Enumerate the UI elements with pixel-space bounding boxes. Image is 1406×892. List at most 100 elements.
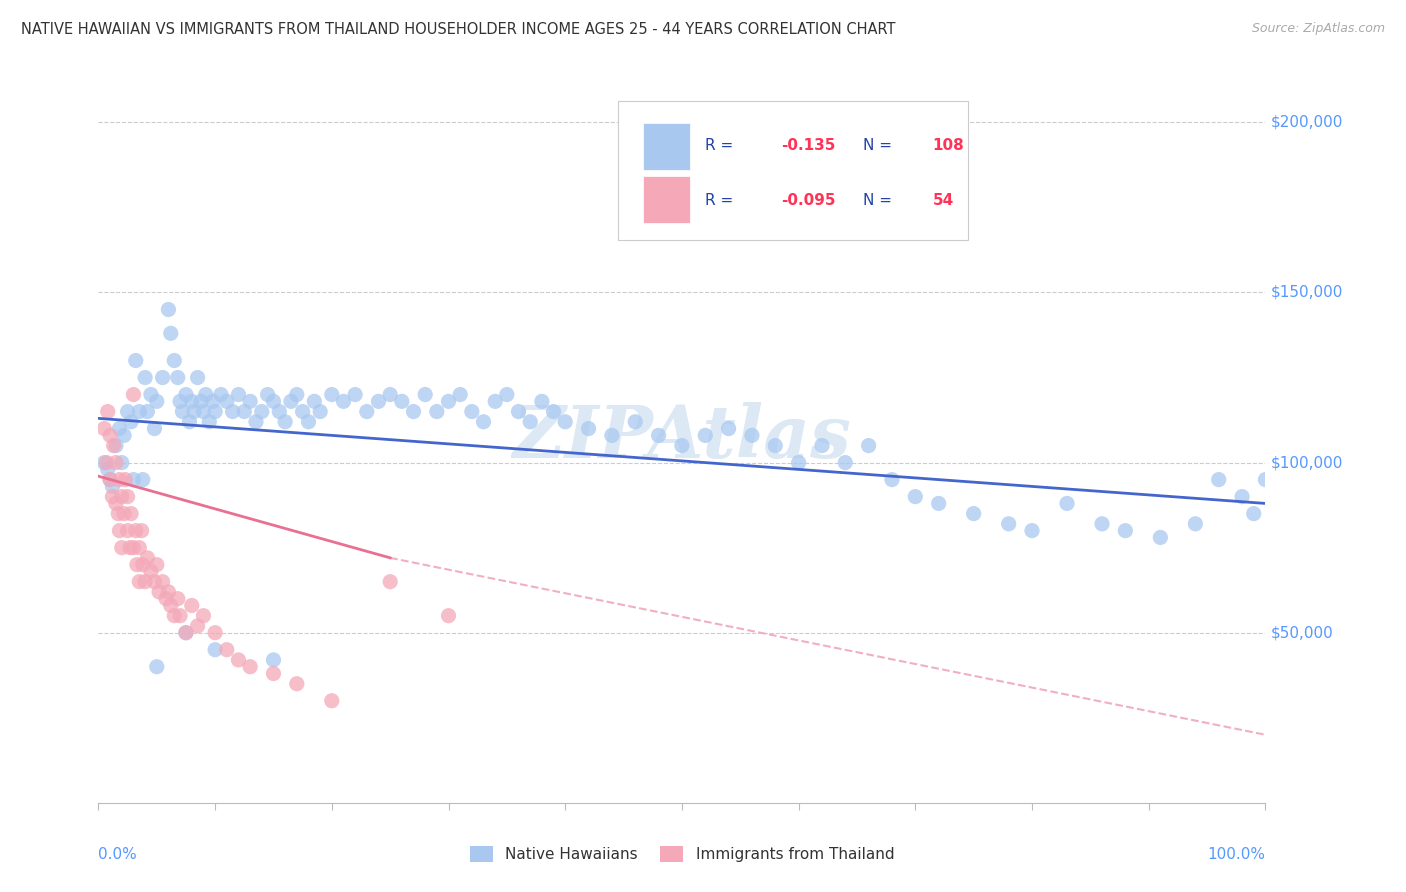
Point — [93, 421, 115, 435]
Point — [136, 550, 159, 565]
Point — [174, 387, 197, 401]
Point — [98, 473, 121, 487]
Point — [97, 462, 120, 476]
Point — [187, 370, 209, 384]
Point — [179, 415, 201, 429]
Point — [997, 516, 1019, 531]
Point — [508, 404, 530, 418]
Point — [204, 642, 226, 657]
Point — [131, 524, 153, 538]
Point — [1091, 516, 1114, 531]
Point — [166, 591, 188, 606]
Point — [297, 415, 319, 429]
Point — [233, 404, 256, 418]
Point — [717, 421, 740, 435]
Point — [269, 404, 291, 418]
Point — [96, 456, 118, 470]
Point — [104, 496, 127, 510]
Text: 100.0%: 100.0% — [1208, 847, 1265, 862]
Point — [239, 659, 262, 673]
Point — [291, 404, 314, 418]
Point — [530, 394, 553, 409]
Point — [134, 370, 156, 384]
Text: $150,000: $150,000 — [1271, 285, 1344, 300]
Point — [125, 353, 148, 368]
Point — [624, 415, 647, 429]
Point — [98, 473, 121, 487]
Point — [413, 387, 436, 401]
Point — [93, 456, 115, 470]
Point — [449, 387, 471, 401]
Point — [600, 428, 623, 442]
Point — [122, 541, 145, 555]
Point — [285, 387, 308, 401]
Point — [198, 415, 221, 429]
Point — [118, 541, 141, 555]
Text: R =: R = — [706, 193, 738, 208]
Point — [120, 507, 142, 521]
Point — [159, 599, 181, 613]
Point — [143, 574, 166, 589]
Point — [391, 394, 413, 409]
Point — [143, 421, 166, 435]
Point — [262, 653, 284, 667]
Point — [111, 456, 134, 470]
Point — [194, 387, 217, 401]
Point — [321, 387, 343, 401]
Point — [152, 574, 174, 589]
Point — [309, 404, 332, 418]
Point — [180, 599, 202, 613]
Point — [1021, 524, 1043, 538]
Point — [125, 524, 148, 538]
Point — [122, 473, 145, 487]
Point — [1184, 516, 1206, 531]
Point — [484, 394, 506, 409]
Point — [228, 387, 250, 401]
Point — [880, 473, 903, 487]
Point — [496, 387, 519, 401]
Point — [928, 496, 950, 510]
Point — [209, 387, 232, 401]
Point — [221, 404, 243, 418]
Point — [1230, 490, 1253, 504]
Point — [1254, 473, 1277, 487]
Point — [1114, 524, 1136, 538]
Point — [120, 415, 142, 429]
Point — [152, 370, 174, 384]
Text: 0.0%: 0.0% — [98, 847, 138, 862]
Point — [344, 387, 367, 401]
Point — [128, 541, 150, 555]
Point — [262, 394, 284, 409]
Point — [146, 659, 169, 673]
Point — [128, 574, 150, 589]
Point — [112, 507, 135, 521]
Text: N =: N = — [863, 138, 897, 153]
Point — [101, 479, 124, 493]
Text: NATIVE HAWAIIAN VS IMMIGRANTS FROM THAILAND HOUSEHOLDER INCOME AGES 25 - 44 YEAR: NATIVE HAWAIIAN VS IMMIGRANTS FROM THAIL… — [21, 22, 896, 37]
Point — [111, 490, 134, 504]
Point — [472, 415, 495, 429]
Point — [671, 439, 693, 453]
Point — [834, 456, 856, 470]
Point — [169, 608, 191, 623]
Point — [437, 394, 460, 409]
Point — [146, 558, 169, 572]
Point — [122, 387, 145, 401]
Text: 54: 54 — [932, 193, 955, 208]
Point — [166, 370, 188, 384]
Text: $50,000: $50,000 — [1271, 625, 1334, 640]
Point — [201, 394, 224, 409]
Point — [114, 473, 136, 487]
Point — [858, 439, 880, 453]
Text: N =: N = — [863, 193, 897, 208]
Point — [1056, 496, 1078, 510]
Point — [180, 394, 202, 409]
Point — [107, 507, 129, 521]
Point — [787, 456, 810, 470]
Bar — [644, 176, 690, 224]
Point — [763, 439, 786, 453]
Point — [157, 302, 180, 317]
Legend: Native Hawaiians, Immigrants from Thailand: Native Hawaiians, Immigrants from Thaila… — [464, 840, 900, 868]
Point — [139, 387, 162, 401]
Point — [112, 428, 135, 442]
